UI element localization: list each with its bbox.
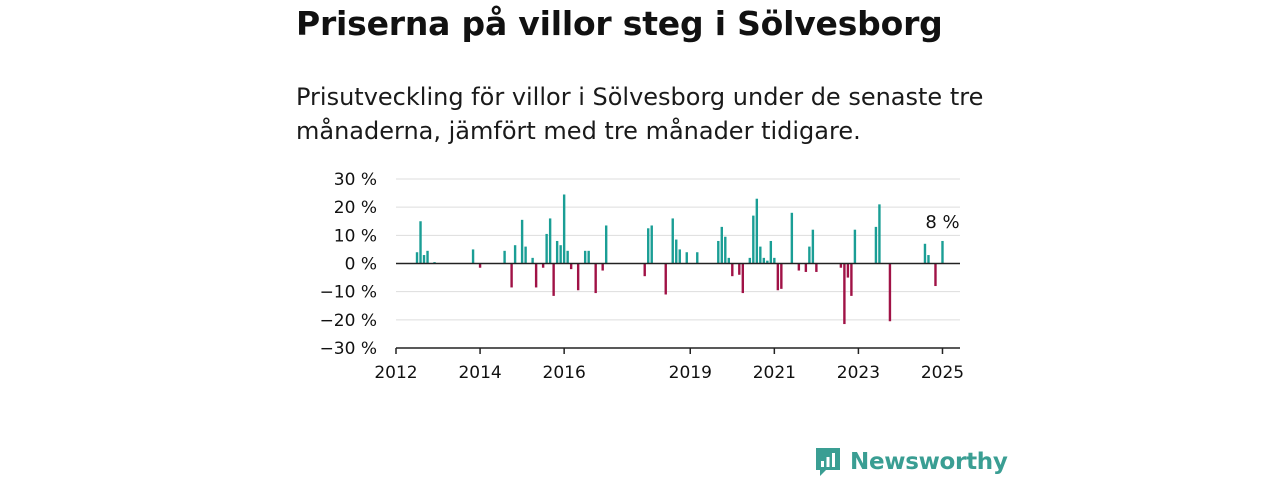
x-tick-label: 2023 bbox=[837, 363, 880, 383]
bar bbox=[738, 263, 741, 275]
y-tick-label: 0 % bbox=[345, 255, 377, 275]
page-title: Priserna på villor steg i Sölvesborg bbox=[296, 4, 943, 43]
bar bbox=[853, 229, 857, 264]
bar bbox=[762, 257, 766, 264]
bar bbox=[587, 250, 590, 264]
bar bbox=[531, 257, 534, 264]
bar bbox=[650, 225, 653, 264]
bar bbox=[839, 263, 843, 268]
bar bbox=[664, 263, 667, 295]
bar bbox=[510, 263, 513, 288]
y-tick-label: 20 % bbox=[334, 198, 377, 218]
x-tick-label: 2021 bbox=[753, 363, 796, 383]
bar bbox=[534, 263, 538, 288]
brand-logo: Newsworthy bbox=[814, 444, 1008, 480]
bar bbox=[555, 240, 559, 264]
bar bbox=[594, 263, 597, 294]
bar bbox=[724, 236, 727, 264]
newsworthy-logo-icon bbox=[816, 448, 840, 476]
bar bbox=[678, 249, 681, 264]
bar bbox=[780, 263, 783, 289]
bar bbox=[583, 250, 587, 264]
bar bbox=[524, 246, 527, 264]
bar bbox=[552, 263, 555, 296]
bar bbox=[811, 229, 815, 264]
bar bbox=[755, 198, 759, 264]
y-tick-label: 10 % bbox=[334, 226, 377, 246]
bar bbox=[815, 263, 818, 272]
y-tick-label: −30 % bbox=[320, 339, 377, 359]
bar bbox=[773, 257, 776, 264]
x-tick-label: 2019 bbox=[669, 363, 712, 383]
bar bbox=[874, 226, 878, 264]
bar bbox=[503, 250, 506, 264]
bar bbox=[843, 263, 846, 325]
bar bbox=[804, 263, 808, 272]
brand-name: Newsworthy bbox=[850, 449, 1008, 475]
bar bbox=[675, 239, 678, 264]
bar bbox=[604, 225, 608, 264]
bar bbox=[727, 257, 730, 264]
bar bbox=[776, 263, 780, 291]
bar bbox=[797, 263, 801, 271]
bar bbox=[559, 245, 562, 264]
bar bbox=[717, 240, 720, 264]
bar bbox=[759, 246, 762, 264]
bar bbox=[850, 263, 853, 296]
bar bbox=[846, 263, 850, 278]
y-tick-label: −20 % bbox=[320, 311, 377, 331]
bar bbox=[748, 257, 752, 264]
bar bbox=[566, 250, 569, 264]
bar bbox=[548, 218, 552, 264]
bar bbox=[643, 263, 646, 277]
bar bbox=[934, 263, 937, 287]
bar bbox=[569, 263, 573, 270]
y-tick-label: 30 % bbox=[334, 170, 377, 190]
x-axis-ticks: 2012 2014 2016 2019 2021 2023 2025 bbox=[374, 348, 964, 383]
bar bbox=[752, 215, 755, 264]
bar bbox=[426, 250, 429, 264]
bar bbox=[471, 249, 475, 264]
bar bbox=[415, 252, 419, 264]
bar bbox=[741, 263, 745, 294]
bar bbox=[769, 240, 773, 264]
latest-value-label: 8 % bbox=[925, 212, 959, 233]
bar bbox=[923, 243, 927, 264]
bar bbox=[671, 218, 674, 264]
page-subtitle: Prisutveckling för villor i Sölvesborg u… bbox=[296, 83, 984, 145]
bar bbox=[731, 263, 734, 277]
bar bbox=[808, 246, 811, 264]
x-tick-label: 2012 bbox=[374, 363, 417, 383]
bar bbox=[720, 226, 723, 264]
bar bbox=[541, 263, 545, 268]
bar bbox=[422, 255, 426, 264]
bar bbox=[545, 233, 548, 264]
bar bbox=[766, 260, 769, 264]
bar bbox=[878, 204, 881, 264]
bar bbox=[520, 219, 524, 264]
bar bbox=[888, 263, 892, 322]
bar bbox=[513, 245, 517, 264]
bar bbox=[419, 221, 422, 264]
bar bbox=[562, 194, 566, 264]
bar bbox=[790, 212, 794, 264]
bar bbox=[478, 263, 482, 268]
bar bbox=[647, 228, 650, 264]
grid-lines bbox=[396, 178, 960, 321]
y-axis-tick-labels: 30 % 20 % 10 % 0 % −10 % −20 % −30 % bbox=[320, 170, 377, 359]
bar bbox=[685, 252, 688, 264]
bar bbox=[927, 255, 930, 264]
bars bbox=[415, 194, 944, 325]
x-tick-label: 2014 bbox=[458, 363, 501, 383]
bar bbox=[941, 240, 944, 264]
bar bbox=[576, 263, 580, 291]
x-tick-label: 2025 bbox=[921, 363, 964, 383]
bar bbox=[601, 263, 604, 271]
bar bbox=[696, 252, 699, 264]
x-tick-label: 2016 bbox=[543, 363, 586, 383]
y-tick-label: −10 % bbox=[320, 283, 377, 303]
